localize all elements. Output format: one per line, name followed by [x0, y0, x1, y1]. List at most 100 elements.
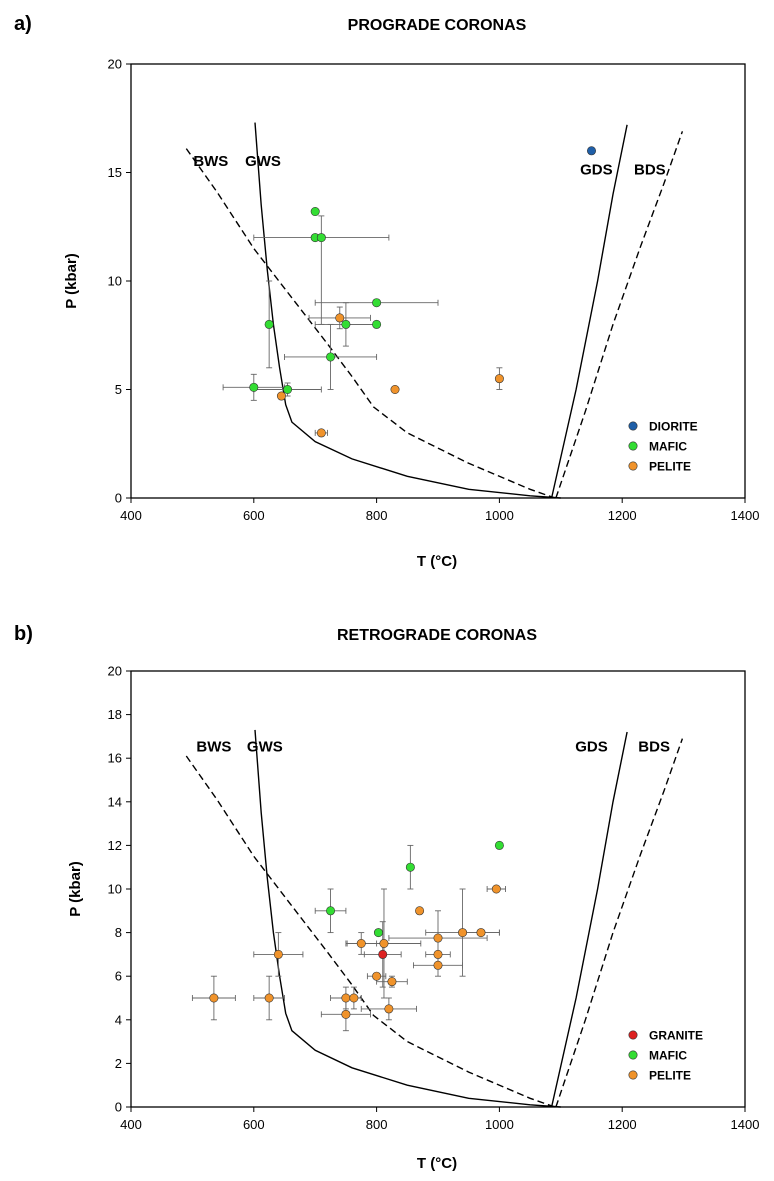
legend-marker-pelite	[628, 461, 638, 471]
y-tick-label: 18	[108, 707, 122, 722]
curve-bws	[185, 148, 555, 499]
x-tick-label: 1400	[731, 508, 760, 523]
y-tick-label: 10	[108, 274, 122, 289]
panel-label: a)	[14, 13, 32, 35]
x-tick-label: 1200	[608, 508, 637, 523]
data-point-mafic	[249, 382, 259, 392]
legend-label-mafic: MAFIC	[649, 440, 687, 454]
x-tick-label: 1000	[485, 508, 514, 523]
curve-label-bws: BWS	[193, 153, 228, 170]
y-tick-label: 0	[115, 491, 122, 506]
curve-label-bws: BWS	[196, 739, 231, 756]
data-point-pelite	[433, 949, 443, 959]
legend-marker-mafic	[628, 441, 638, 451]
y-tick-label: 12	[108, 838, 122, 853]
legend-label-diorite: DIORITE	[649, 420, 698, 434]
legend-label-pelite: PELITE	[649, 1069, 691, 1083]
curve-bws	[185, 755, 555, 1108]
y-tick-label: 4	[115, 1012, 122, 1027]
curve-label-gds: GDS	[580, 162, 613, 179]
curve-gds	[550, 124, 628, 499]
data-point-pelite	[458, 928, 468, 938]
x-tick-label: 400	[120, 1117, 142, 1132]
data-point-granite	[378, 949, 388, 959]
panel-a: a) PROGRADE CORONAS T (°C) P (kbar) 400 6…	[14, 13, 759, 570]
legend-label-pelite: PELITE	[649, 460, 691, 474]
chart-title: PROGRADE CORONAS	[348, 17, 527, 34]
legend-label-mafic: MAFIC	[649, 1049, 687, 1063]
data-point-pelite	[349, 993, 359, 1003]
data-point-pelite	[384, 1004, 394, 1014]
data-point-pelite	[276, 391, 286, 401]
data-point-pelite	[341, 1009, 351, 1019]
plot-area: 400 600 800 1000 1200 1400 0 5 10 15 20 BWS GWS GDS BD…	[108, 57, 760, 524]
data-point-pelite	[372, 971, 382, 981]
x-tick-label: 400	[120, 508, 142, 523]
curve-label-bds: BDS	[634, 162, 666, 179]
data-point-pelite	[491, 884, 501, 894]
x-tick-label: 1000	[485, 1117, 514, 1132]
data-point-pelite	[387, 977, 397, 987]
y-tick-label: 20	[108, 664, 122, 679]
y-tick-label: 8	[115, 925, 122, 940]
curve-gws	[254, 122, 561, 499]
data-point-pelite	[476, 928, 486, 938]
curve-label-gws: GWS	[245, 153, 281, 170]
data-point-pelite	[433, 960, 443, 970]
panel-label: b)	[14, 623, 33, 645]
y-tick-label: 0	[115, 1100, 122, 1115]
data-point-mafic	[372, 319, 382, 329]
data-point-pelite	[209, 993, 219, 1003]
panel-b: b) RETROGRADE CORONAS T (°C) P (kbar) 40…	[14, 623, 759, 1172]
data-point-pelite	[379, 938, 389, 948]
data-point-pelite	[356, 938, 366, 948]
x-tick-label: 1400	[731, 1117, 760, 1132]
legend-label-granite: GRANITE	[649, 1029, 703, 1043]
x-tick-label: 600	[243, 1117, 265, 1132]
data-point-pelite	[335, 313, 345, 323]
data-point-pelite	[415, 906, 425, 916]
y-axis-label: P (kbar)	[63, 253, 80, 309]
data-point-mafic	[326, 906, 336, 916]
curve-bds	[555, 131, 684, 499]
curve-gds	[550, 731, 628, 1108]
curve-label-gds: GDS	[575, 739, 608, 756]
y-tick-label: 5	[115, 382, 122, 397]
y-tick-label: 16	[108, 751, 122, 766]
data-point-pelite	[273, 949, 283, 959]
data-point-mafic	[341, 319, 351, 329]
plot-area: 400 600 800 1000 1200 1400 0 2 4 6 8 10 12 14 16 18 20 BW…	[108, 664, 760, 1133]
data-point-pelite	[341, 993, 351, 1003]
data-point-pelite	[494, 374, 504, 384]
data-point-diorite	[586, 146, 596, 156]
legend-marker-pelite	[628, 1070, 638, 1080]
data-point-mafic	[283, 384, 293, 394]
curve-gws	[254, 729, 561, 1108]
data-point-pelite	[390, 384, 400, 394]
x-axis-label: T (°C)	[417, 553, 457, 570]
data-point-pelite	[316, 428, 326, 438]
data-point-mafic	[494, 840, 504, 850]
curve-bds	[555, 738, 684, 1108]
y-tick-label: 15	[108, 165, 122, 180]
y-tick-label: 10	[108, 882, 122, 897]
y-tick-label: 6	[115, 969, 122, 984]
x-tick-label: 600	[243, 508, 265, 523]
x-tick-label: 1200	[608, 1117, 637, 1132]
data-point-mafic	[310, 207, 320, 217]
data-point-pelite	[264, 993, 274, 1003]
data-point-mafic	[326, 352, 336, 362]
y-axis-label: P (kbar)	[67, 861, 84, 917]
data-point-mafic	[405, 862, 415, 872]
data-point-mafic	[316, 233, 326, 243]
legend-marker-diorite	[628, 421, 638, 431]
legend-marker-mafic	[628, 1050, 638, 1060]
data-point-mafic	[373, 928, 383, 938]
x-tick-label: 800	[366, 1117, 388, 1132]
data-point-mafic	[264, 319, 274, 329]
data-point-mafic	[372, 298, 382, 308]
chart-title: RETROGRADE CORONAS	[337, 627, 537, 644]
x-axis-label: T (°C)	[417, 1155, 457, 1172]
curve-label-gws: GWS	[247, 739, 283, 756]
